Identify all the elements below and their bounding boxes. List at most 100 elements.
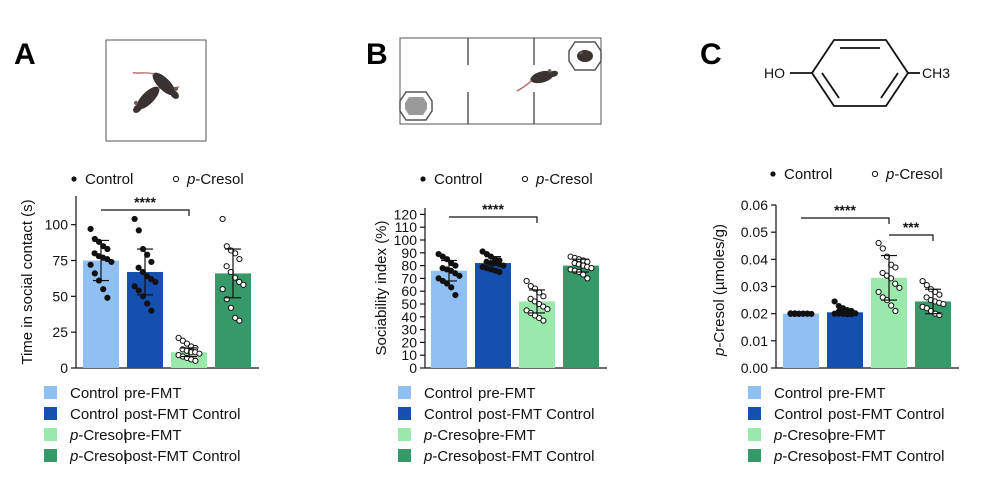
y-tick-label: 50: [401, 296, 417, 312]
data-point: [148, 307, 155, 314]
significance-label: ****: [482, 201, 504, 217]
data-point: [219, 215, 226, 223]
significance-label: ****: [834, 202, 856, 218]
y-tick-label: 70: [401, 270, 417, 286]
y-tick-label: 100: [394, 232, 418, 248]
data-point: [223, 263, 230, 270]
y-tick-label: 0.00: [741, 360, 768, 376]
data-point: [452, 262, 459, 269]
data-point: [923, 294, 930, 301]
legend-filled-dot: [420, 176, 426, 182]
data-point: [452, 291, 459, 299]
y-tick-label: 0: [409, 360, 417, 376]
data-point: [892, 280, 899, 287]
data-point: [91, 250, 98, 257]
y-tick-label: 20: [401, 334, 417, 350]
data-point: [888, 302, 895, 309]
y-tick-label: 0.06: [741, 197, 768, 213]
data-point: [236, 255, 243, 263]
data-point: [544, 306, 551, 313]
legend-open-dot: [871, 170, 879, 178]
legend-swatch: [748, 449, 761, 462]
data-point: [183, 340, 191, 347]
data-point: [87, 225, 94, 233]
legend-item-label: p-Cresolpre-FMT: [423, 427, 536, 444]
data-point: [196, 350, 203, 357]
data-point: [104, 294, 111, 301]
y-tick-label: 0.04: [741, 251, 768, 267]
panel-letter-a: A: [14, 38, 36, 71]
data-point: [104, 255, 111, 263]
data-point: [443, 280, 451, 287]
bar-control-pre: [783, 313, 819, 368]
legend-item-label: p-Cresolpost-FMT Control: [773, 448, 944, 465]
y-tick-label: 100: [45, 217, 69, 233]
data-point: [923, 305, 930, 312]
y-tick-label: 90: [401, 245, 417, 261]
data-point: [131, 283, 138, 290]
data-point: [875, 288, 882, 296]
data-point: [236, 278, 243, 286]
data-point: [879, 245, 886, 252]
data-point: [848, 311, 855, 318]
panel-letter-c: C: [700, 38, 722, 71]
chart-panel-c: 0.00 0.01 0.02 0.03 0.04 0.05 0.06 p-Cresol (µm…: [711, 166, 959, 465]
chart-panel-b: 0102030405060708090100110120Sociability …: [373, 171, 607, 465]
legend-control-label: Control: [434, 171, 482, 188]
data-point: [175, 334, 182, 341]
data-point: [896, 284, 903, 291]
data-point: [135, 227, 142, 234]
data-point: [236, 317, 243, 324]
y-tick-label: 120: [394, 206, 418, 222]
data-point: [500, 262, 507, 269]
methyl-label: CH3: [922, 65, 950, 81]
legend-swatch: [44, 407, 57, 420]
y-tick-label: 10: [401, 347, 417, 363]
bar-control-post: [827, 312, 863, 368]
legend-item-label: p-Cresolpre-FMT: [773, 427, 886, 444]
empty-cage-icon: [399, 91, 433, 121]
legend-item-label: p-Cresolpost-FMT Control: [69, 448, 240, 465]
data-point: [456, 272, 463, 279]
mouse-icon: [516, 69, 559, 92]
data-point: [496, 268, 503, 276]
data-point: [144, 300, 151, 307]
y-tick-label: 50: [52, 288, 68, 304]
legend-open-dot: [521, 175, 529, 183]
hydroxyl-label: HO: [764, 65, 785, 81]
data-point: [580, 271, 587, 278]
data-point: [879, 269, 886, 277]
legend-item-label: Control post-FMT Control: [774, 406, 944, 423]
data-point: [936, 291, 943, 298]
legend-swatch: [748, 386, 761, 399]
data-point: [523, 277, 530, 285]
data-point: [104, 245, 111, 253]
y-tick-label: 0.01: [741, 333, 768, 349]
y-tick-label: 30: [401, 322, 417, 338]
legend-pcresol-label: p-Cresol: [186, 171, 244, 188]
data-point: [584, 275, 591, 282]
data-point: [91, 270, 98, 277]
y-tick-label: 75: [52, 253, 68, 269]
bar-pcresol-post: [563, 265, 599, 368]
bar-control-post: [475, 263, 511, 368]
data-point: [219, 286, 226, 293]
legend-item-label: Control post-FMT Control: [70, 406, 240, 423]
legend-swatch: [748, 428, 761, 441]
panel-letter-b: B: [366, 38, 388, 71]
y-tick-label: 0.03: [741, 279, 768, 295]
data-point: [100, 286, 107, 293]
data-point: [131, 215, 138, 223]
y-axis-label: p-Cresol (µmoles/g): [711, 224, 728, 357]
legend-filled-dot: [770, 171, 776, 177]
legend-item-label: Control pre-FMT: [424, 385, 536, 402]
data-point: [588, 265, 595, 272]
data-point: [892, 264, 899, 271]
data-point: [148, 258, 155, 266]
data-point: [540, 317, 547, 324]
data-point: [923, 282, 930, 289]
y-tick-label: 40: [401, 309, 417, 325]
data-point: [223, 243, 230, 250]
legend-swatch: [748, 407, 761, 420]
